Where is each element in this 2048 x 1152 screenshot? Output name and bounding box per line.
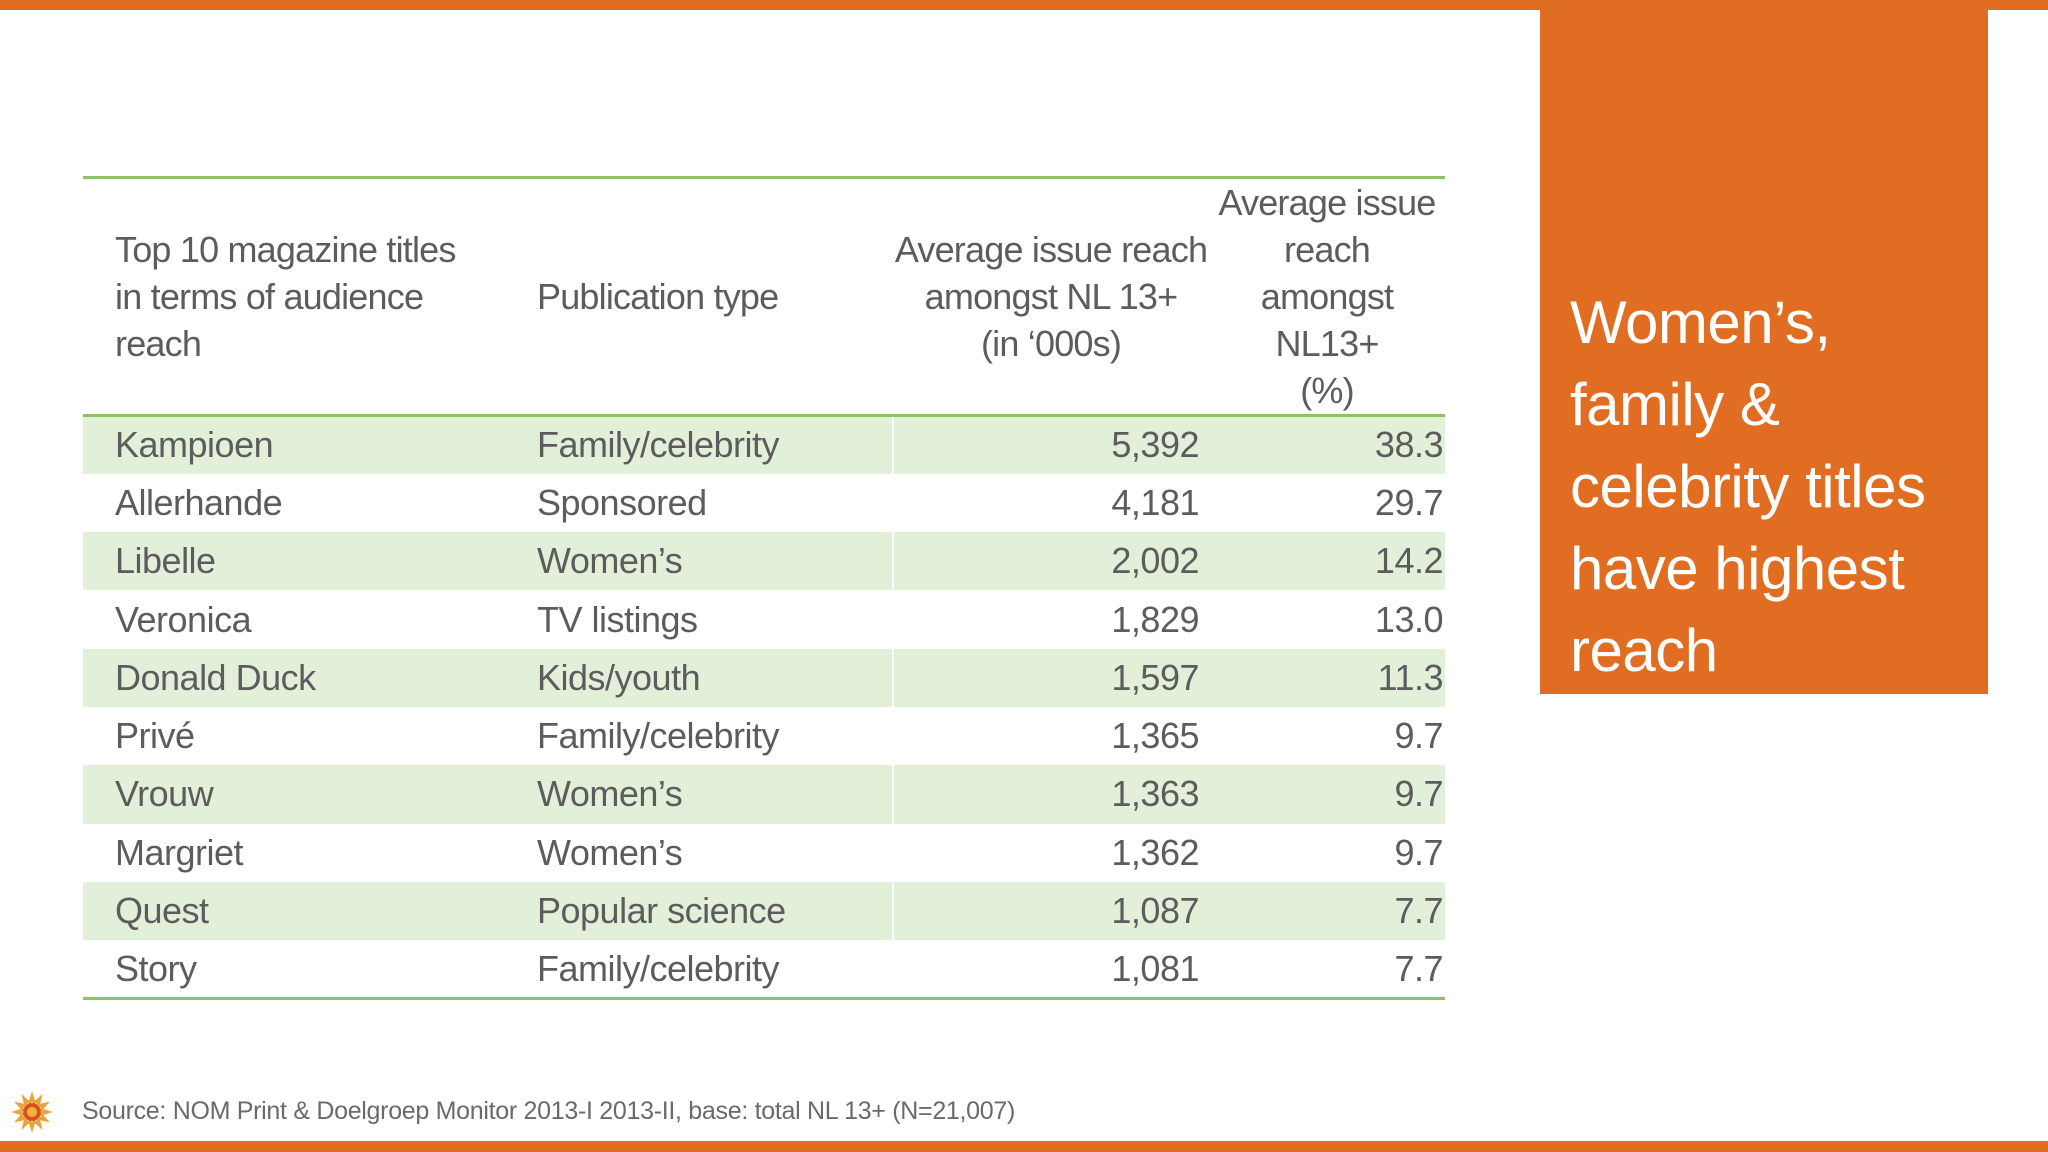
cell-title: Margriet (115, 831, 244, 873)
callout-line-1: Women’s, (1570, 289, 1831, 356)
table-row: Allerhande Sponsored 4,181 29.7 (83, 474, 1445, 532)
cell-reach: 1,081 (1111, 947, 1199, 989)
header-title-line-2: in terms of audience reach (115, 276, 424, 364)
table-row: Quest Popular science 1,087 7.7 (83, 881, 1445, 941)
top-accent-bar (0, 0, 2048, 10)
cell-title: Quest (83, 881, 513, 941)
cell-title: Veronica (115, 598, 252, 640)
cell-percent: 38.3 (1209, 415, 1445, 474)
header-type-label: Publication type (537, 276, 779, 317)
header-reach-thousands: Average issue reach amongst NL 13+ (in ‘… (893, 178, 1209, 416)
cell-reach: 1,365 (1111, 715, 1199, 757)
bottom-accent-bar (0, 1141, 2048, 1152)
header-pct-line-3: (%) (1300, 370, 1354, 411)
cell-type: Women’s (537, 831, 683, 873)
table-header-row: Top 10 magazine titles in terms of audie… (83, 177, 1445, 416)
callout-line-2: family & (1570, 371, 1780, 438)
cell-percent: 29.7 (1374, 481, 1444, 523)
table-row: Donald Duck Kids/youth 1,597 11.3 (83, 648, 1445, 707)
cell-percent: 13.0 (1374, 598, 1444, 640)
sun-logo-icon (11, 1091, 53, 1133)
cell-type: Women’s (513, 765, 893, 824)
cell-title: Allerhande (115, 481, 283, 523)
cell-reach: 1,087 (892, 881, 1209, 941)
header-publication-type: Publication type (513, 178, 893, 416)
callout-text: Women’s, family & celebrity titles have … (1570, 282, 1980, 692)
callout-line-4: have highest (1570, 535, 1905, 602)
cell-type: TV listings (537, 598, 698, 640)
table-row: Kampioen Family/celebrity 5,392 38.3 (83, 415, 1445, 474)
cell-title: Kampioen (83, 415, 513, 474)
callout-box: Women’s, family & celebrity titles have … (1540, 10, 1988, 694)
cell-percent: 9.7 (1394, 715, 1443, 757)
header-pct-line-1: Average issue reach (1218, 182, 1436, 270)
cell-percent: 11.3 (1209, 648, 1445, 707)
cell-title: Story (115, 947, 197, 989)
cell-percent: 14.2 (1209, 532, 1445, 591)
cell-reach: 1,363 (892, 765, 1209, 824)
source-note: Source: NOM Print & Doelgroep Monitor 20… (82, 1097, 1016, 1125)
header-reach-percent: Average issue reach amongst NL13+ (%) (1209, 178, 1445, 416)
cell-title: Vrouw (83, 765, 513, 824)
cell-type: Kids/youth (513, 648, 893, 707)
header-reach-line-2: amongst NL 13+ (924, 276, 1178, 317)
header-reach-line-3: (in ‘000s) (980, 323, 1122, 364)
cell-title: Privé (115, 715, 195, 757)
reach-table-container: Top 10 magazine titles in terms of audie… (83, 176, 1445, 1000)
table-row: Margriet Women’s 1,362 9.7 (83, 824, 1445, 882)
header-pct-line-2: amongst NL13+ (1260, 276, 1394, 364)
header-title: Top 10 magazine titles in terms of audie… (83, 178, 513, 416)
header-title-line-1: Top 10 magazine titles (115, 229, 456, 270)
cell-reach: 5,392 (892, 415, 1209, 474)
cell-percent: 7.7 (1394, 947, 1443, 989)
magazine-reach-table: Top 10 magazine titles in terms of audie… (83, 176, 1445, 1000)
callout-line-3: celebrity titles (1570, 453, 1926, 520)
cell-title: Donald Duck (83, 648, 513, 707)
cell-type: Women’s (513, 532, 893, 591)
cell-reach: 1,362 (1111, 831, 1199, 873)
cell-type: Family/celebrity (537, 947, 780, 989)
table-row: Veronica TV listings 1,829 13.0 (83, 590, 1445, 648)
cell-type: Sponsored (537, 481, 707, 523)
cell-percent: 9.7 (1209, 765, 1445, 824)
cell-reach: 4,181 (1111, 481, 1199, 523)
cell-title: Libelle (83, 532, 513, 591)
cell-type: Popular science (513, 881, 893, 941)
table-row: Libelle Women’s 2,002 14.2 (83, 532, 1445, 591)
cell-type: Family/celebrity (537, 715, 780, 757)
callout-line-5: reach (1570, 617, 1718, 684)
table-row: Story Family/celebrity 1,081 7.7 (83, 940, 1445, 999)
cell-reach: 1,829 (1111, 598, 1199, 640)
cell-percent: 7.7 (1209, 881, 1445, 941)
cell-reach: 1,597 (892, 648, 1209, 707)
cell-type: Family/celebrity (513, 415, 893, 474)
header-reach-line-1: Average issue reach (894, 229, 1208, 270)
cell-percent: 9.7 (1394, 831, 1443, 873)
cell-reach: 2,002 (892, 532, 1209, 591)
table-row: Privé Family/celebrity 1,365 9.7 (83, 707, 1445, 765)
table-row: Vrouw Women’s 1,363 9.7 (83, 765, 1445, 824)
